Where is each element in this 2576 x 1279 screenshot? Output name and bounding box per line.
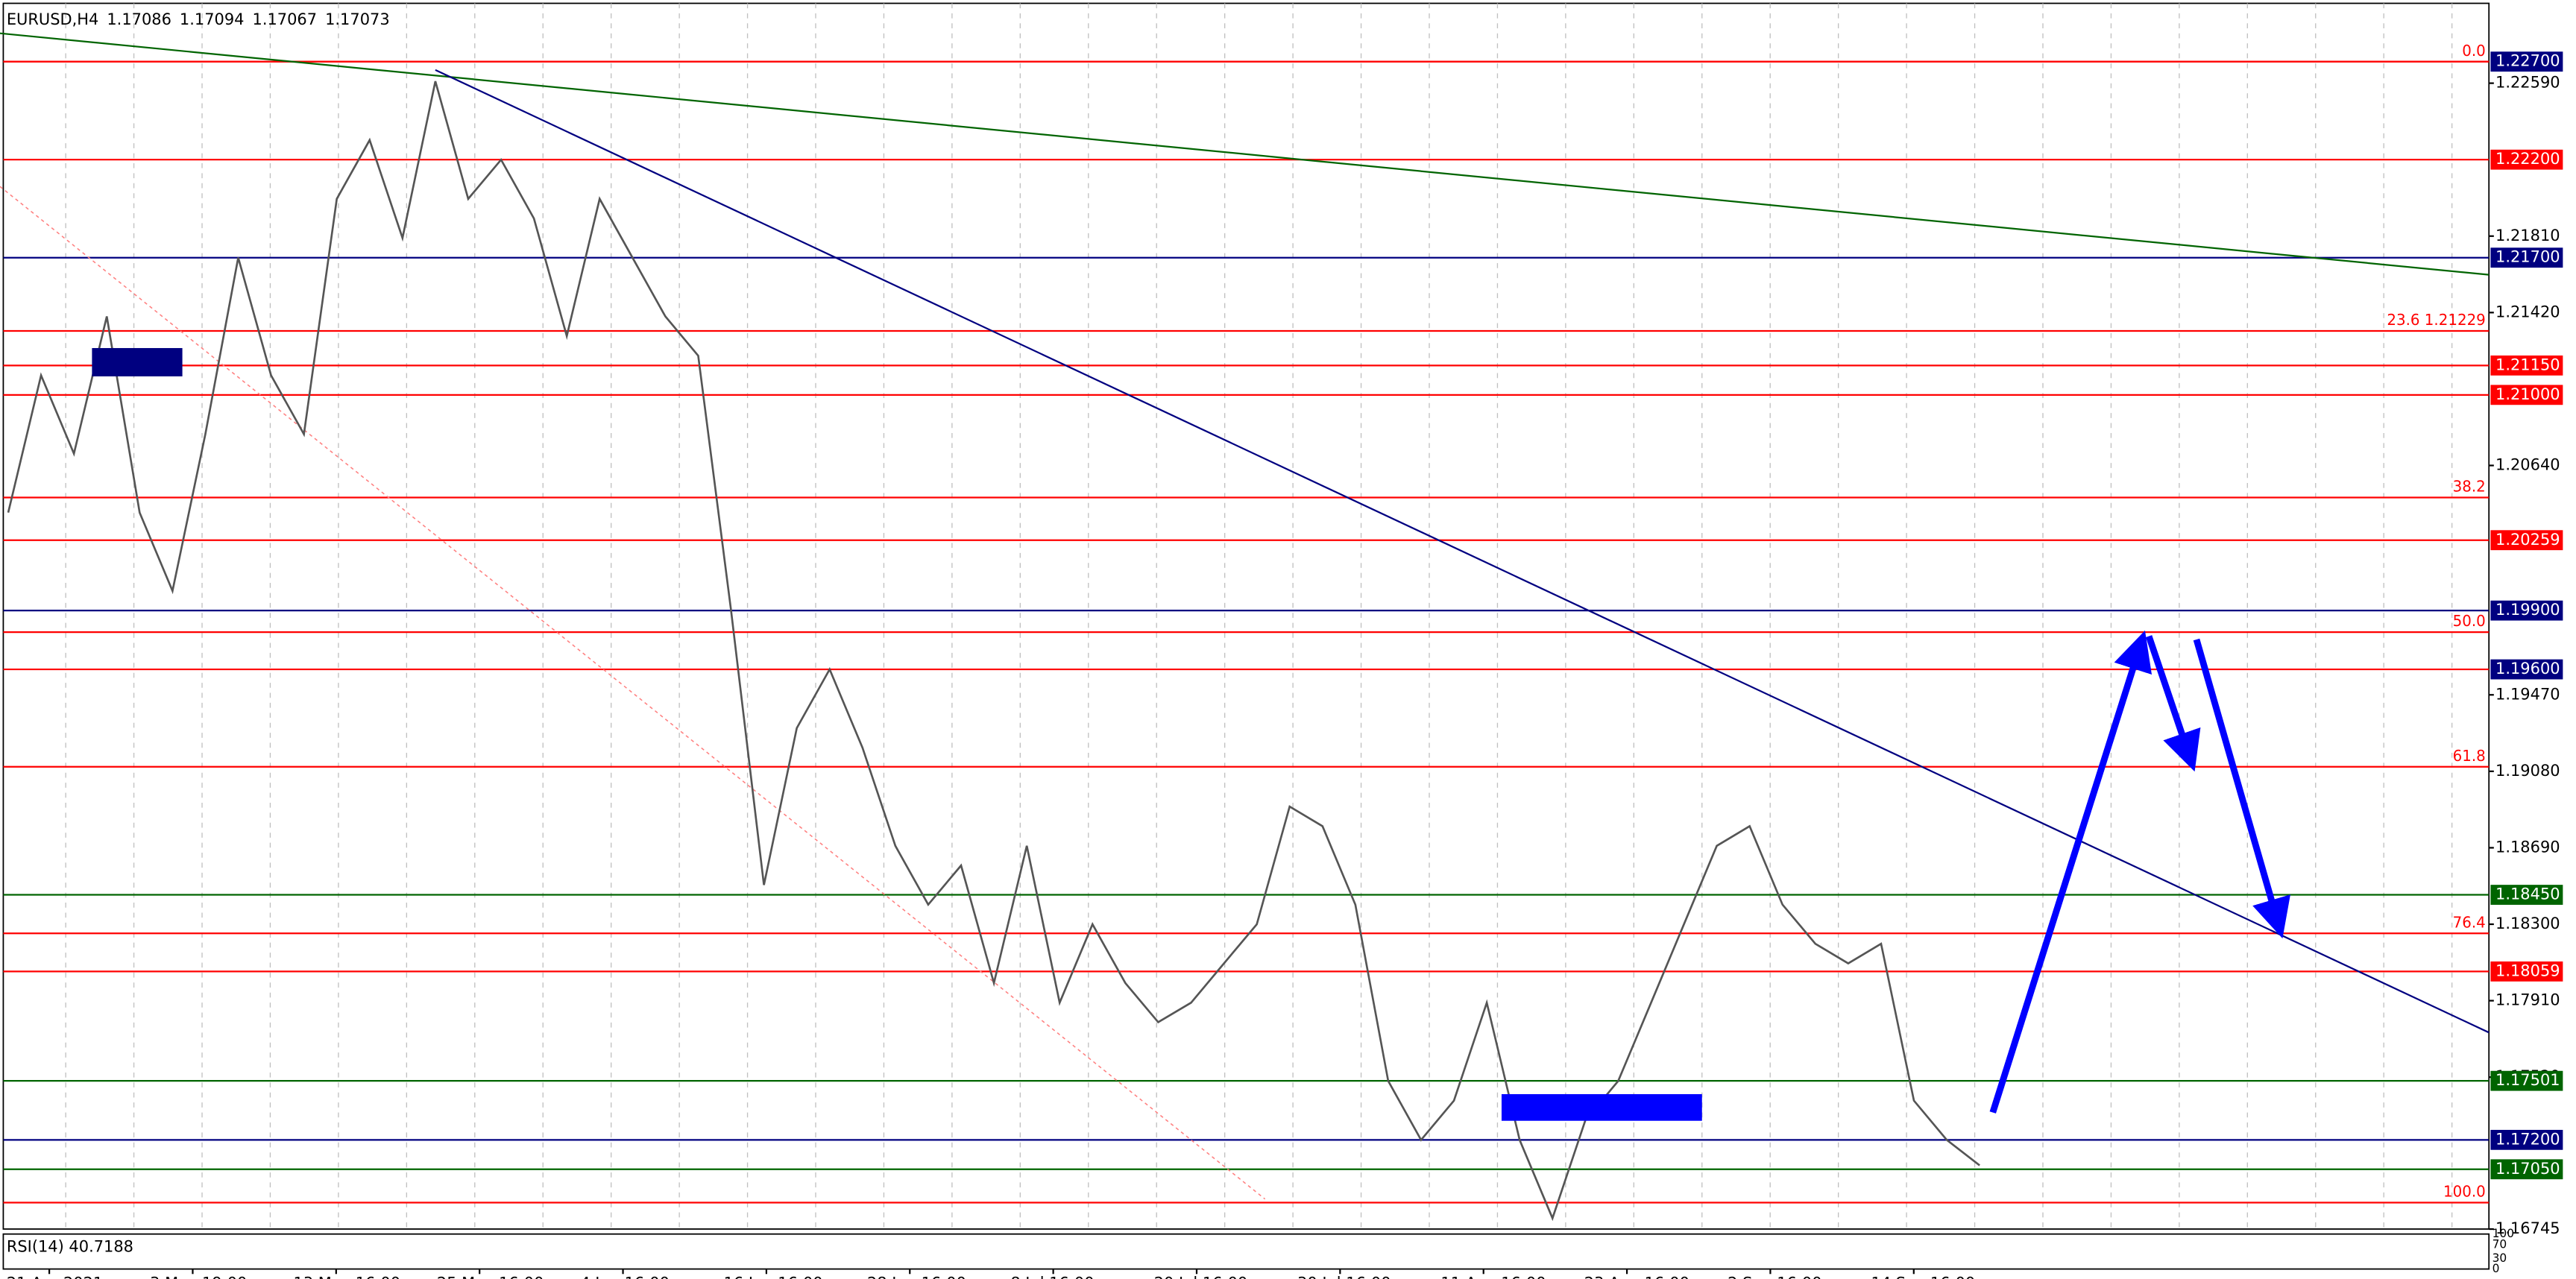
tick-label: 1.19080 xyxy=(2495,761,2560,780)
fib-label: 100.0 xyxy=(2443,1183,2486,1201)
time-label: 21 Apr 2021 xyxy=(7,1274,103,1279)
time-label: 14 Sep 16:00 xyxy=(1871,1274,1976,1279)
tick-label: 1.16745 xyxy=(2495,1219,2560,1237)
ohlc: 1.17073 xyxy=(325,10,390,28)
trend-line xyxy=(0,32,2490,276)
level-tag xyxy=(2490,659,2563,680)
price xyxy=(7,80,1980,1222)
tick-label: 1.21810 xyxy=(2495,226,2560,244)
vertical-grid xyxy=(65,3,2453,1229)
level-label: 1.18059 xyxy=(2495,961,2560,979)
level-label: 1.18450 xyxy=(2495,884,2560,903)
fib-label: 23.6 1.21229 xyxy=(2387,311,2485,329)
price-panel xyxy=(2,2,2490,1230)
tick-label: 1.17910 xyxy=(2495,990,2560,1008)
rsi-tick-label: 100 xyxy=(2492,1227,2514,1240)
fib-label: 76.4 xyxy=(2453,913,2486,931)
time-label: 8 Jul 16:00 xyxy=(1010,1274,1094,1279)
level-label: 1.19900 xyxy=(2495,600,2560,619)
forecast-arrows xyxy=(1989,630,2290,1114)
tick-label: 1.22590 xyxy=(2495,73,2560,92)
time-label: 11 Aug 16:00 xyxy=(1440,1274,1546,1279)
symbol: EURUSD,H4 xyxy=(7,10,99,28)
ohlc: 1.17094 xyxy=(180,10,245,28)
tick-label: 1.20640 xyxy=(2495,455,2560,473)
ohlc: 1.17067 xyxy=(253,10,318,28)
time-label: 3 May 19:00 xyxy=(150,1274,247,1279)
time-label: 20 Jul 16:00 xyxy=(1154,1274,1248,1279)
level-tag xyxy=(2490,530,2563,551)
level-tag xyxy=(2490,385,2563,405)
level-label: 1.20259 xyxy=(2495,530,2560,549)
time-label: 13 May 16:00 xyxy=(294,1274,401,1279)
level-tag xyxy=(2490,51,2563,72)
level-tag xyxy=(2490,247,2563,268)
price-axis: 1.22590 1.21810 1.21420 1.20640 1.19470 1.190… xyxy=(2489,51,2563,1275)
ohlc: 1.17086 xyxy=(107,10,171,28)
time-label: 30 Jul 16:00 xyxy=(1297,1274,1391,1279)
level-tag xyxy=(2490,885,2563,905)
level-tag xyxy=(2490,1070,2563,1091)
time-label: 28 Jun 16:00 xyxy=(867,1274,966,1279)
time-label: 16 Jun 16:00 xyxy=(724,1274,823,1279)
fib-label: 0.0 xyxy=(2462,42,2486,60)
rsi-tick-label: 30 xyxy=(2492,1251,2507,1265)
time-label: 23 Aug 16:00 xyxy=(1584,1274,1689,1279)
rsi-panel xyxy=(2,1233,2490,1270)
level-tag xyxy=(2490,1129,2563,1150)
level-label: 1.17501 xyxy=(2495,1070,2560,1089)
level-label: 1.21700 xyxy=(2495,247,2560,266)
tick-label: 1.21420 xyxy=(2495,302,2560,320)
time-axis: 21 Apr 2021 3 May 19:00 13 May 16:00 25 May… xyxy=(7,1269,1975,1279)
rsi-label: RSI(14) 40.7188 xyxy=(7,1237,133,1255)
fib-label: 38.2 xyxy=(2453,477,2486,495)
levels: 0.0 23.6 1.21229 38.2 50.0 61.8 76.4 100.0 xyxy=(3,42,2490,1204)
time-label: 25 May 16:00 xyxy=(437,1274,544,1279)
level-label: 1.22200 xyxy=(2495,149,2560,168)
level-label: 1.17050 xyxy=(2495,1159,2560,1178)
fib-label: 50.0 xyxy=(2453,612,2486,630)
time-label: 2 Sep 16:00 xyxy=(1728,1274,1821,1279)
price-line xyxy=(7,80,1980,1222)
tick-label: 1.18300 xyxy=(2495,914,2560,932)
level-tag xyxy=(2490,961,2563,982)
level-label: 1.21000 xyxy=(2495,385,2560,403)
fib-label: 61.8 xyxy=(2453,747,2486,765)
level-tag xyxy=(2490,1159,2563,1180)
level-label: 1.22700 xyxy=(2495,51,2560,70)
zone xyxy=(92,347,183,376)
level-label: 1.19600 xyxy=(2495,659,2560,678)
level-label: 1.17200 xyxy=(2495,1129,2560,1148)
level-tag xyxy=(2490,149,2563,170)
tick-label: 1.19470 xyxy=(2495,684,2560,703)
zone xyxy=(1501,1093,1702,1121)
tick-label: 1.18690 xyxy=(2495,837,2560,856)
level-tag xyxy=(2490,355,2563,376)
header: EURUSD,H4 1.17086 1.17094 1.17067 1.17073 xyxy=(7,10,390,28)
channel-line xyxy=(0,186,1266,1200)
rsi-tick-label: 0 xyxy=(2492,1262,2500,1275)
level-tag xyxy=(2490,600,2563,621)
trend-line xyxy=(435,69,2490,1034)
level-label: 1.21150 xyxy=(2495,355,2560,373)
rsi-tick-label: 70 xyxy=(2492,1237,2507,1251)
time-label: 4 Jun 16:00 xyxy=(580,1274,670,1279)
